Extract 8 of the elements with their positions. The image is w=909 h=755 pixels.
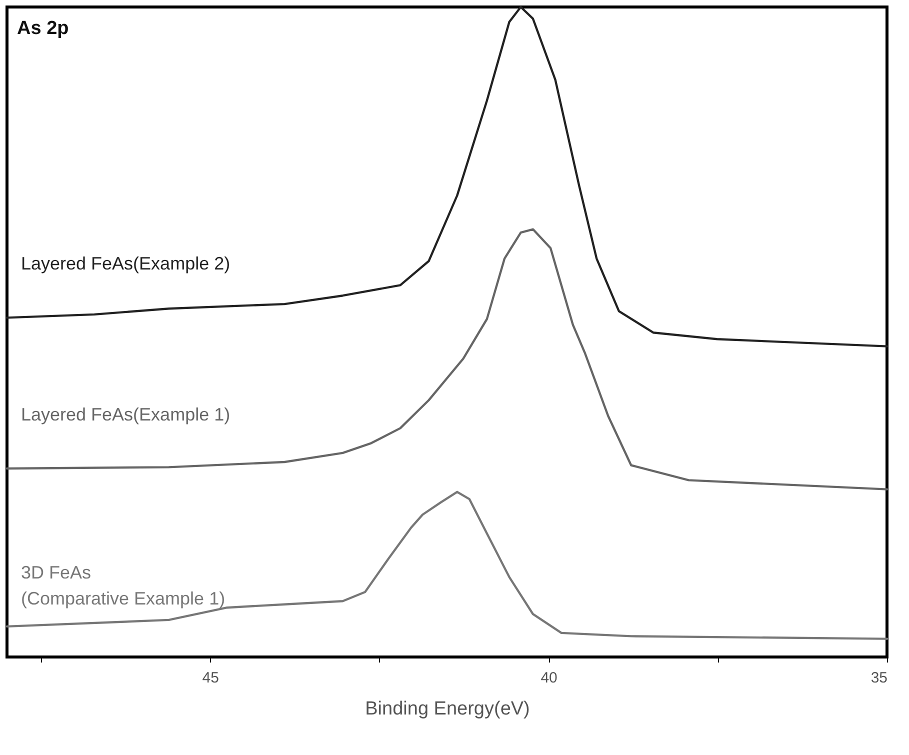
x-axis-title: Binding Energy(eV) bbox=[365, 698, 530, 720]
series-label: 3D FeAs (Comparative Example 1) bbox=[21, 562, 226, 608]
x-tick-label: 35 bbox=[870, 670, 888, 686]
x-tick-label: 45 bbox=[202, 670, 219, 686]
x-tick-label: 40 bbox=[540, 670, 558, 686]
annotation: As 2p bbox=[17, 18, 69, 39]
text: Layered FeAs(Example 1) bbox=[21, 404, 230, 424]
series-label: Layered FeAs(Example 2) bbox=[21, 254, 230, 274]
